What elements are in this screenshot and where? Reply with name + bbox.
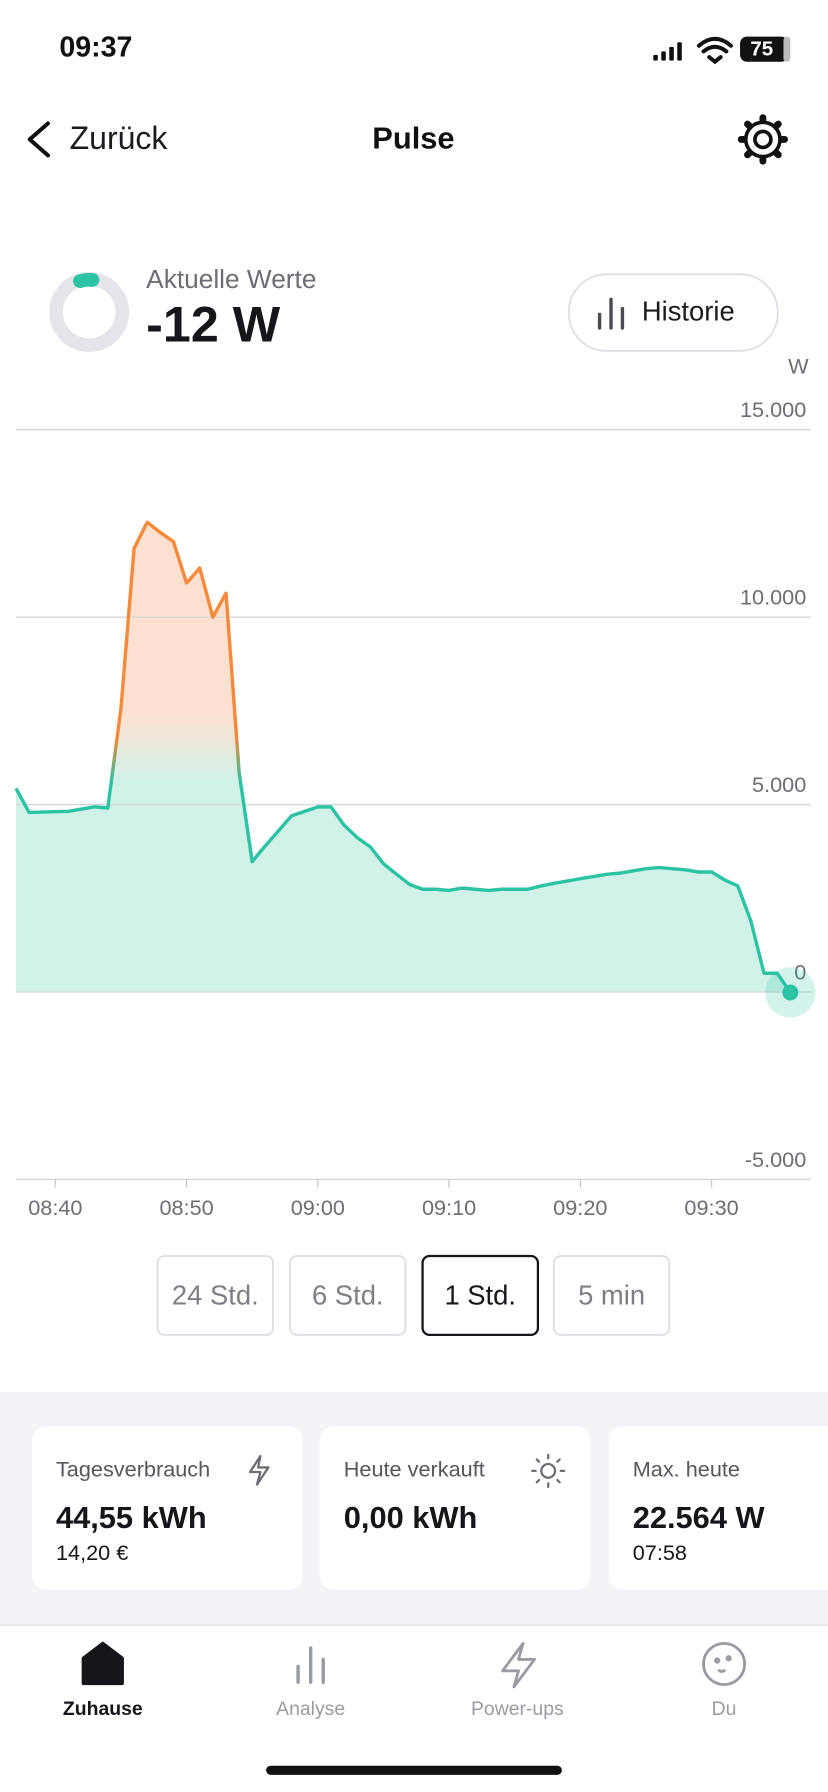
card-title: Tagesverbrauch (56, 1457, 210, 1482)
tab-label[interactable]: Power-ups (471, 1698, 564, 1720)
x-tick-label: 09:20 (553, 1195, 607, 1220)
settings-icon[interactable] (737, 114, 789, 165)
card-sub: 14,20 € (56, 1540, 128, 1565)
range-selector: 24 Std. 6 Std. 1 Std. 5 min (156, 1254, 671, 1336)
stat-card[interactable] (31, 1426, 303, 1590)
gauge-ring (49, 272, 130, 352)
x-tick-label: 09:10 (422, 1195, 476, 1220)
battery-level: 75 (750, 38, 773, 61)
range-label[interactable]: 24 Std. (172, 1279, 259, 1310)
area (15, 522, 791, 993)
home-icon[interactable] (81, 1641, 124, 1686)
back-button[interactable]: Zurück (70, 120, 169, 156)
tab-bar (0, 1625, 828, 1792)
range-button[interactable] (289, 1255, 407, 1336)
tabs: Zuhause Analyse Power-ups Du (63, 1698, 737, 1720)
tab-label[interactable]: Zuhause (63, 1698, 143, 1720)
analyse-icon[interactable] (296, 1646, 325, 1684)
range-label[interactable]: 1 Std. (444, 1279, 516, 1310)
x-tick-label: 09:30 (684, 1195, 738, 1220)
gauge-indicator (73, 272, 100, 288)
card-sub: 07:58 (633, 1540, 687, 1565)
card-value: 0,00 kWh (344, 1500, 478, 1535)
stat-card[interactable] (319, 1426, 591, 1590)
line (14, 520, 792, 994)
current-value: -12 W (146, 296, 281, 352)
sun-icon (531, 1453, 566, 1488)
signal-icon (653, 42, 682, 61)
back-icon[interactable] (27, 121, 50, 158)
history-button[interactable] (567, 273, 779, 352)
stat-card[interactable] (608, 1426, 828, 1590)
range-button[interactable] (421, 1254, 540, 1336)
card-value: 44,55 kWh (56, 1500, 207, 1535)
battery-empty (783, 36, 791, 62)
battery (740, 36, 789, 62)
y-tick-label: 5.000 (752, 772, 806, 797)
cards: Tagesverbrauch 44,55 kWh 14,20 € Heute verk… (31, 1426, 828, 1590)
history-icon (597, 297, 625, 330)
x-tick-label: 08:50 (159, 1195, 213, 1220)
card-title: Max. heute (633, 1457, 740, 1482)
current-label: Aktuelle Werte (146, 264, 316, 294)
range-button[interactable] (553, 1255, 671, 1336)
current-point (782, 984, 799, 1001)
tab-label[interactable]: Analyse (276, 1698, 345, 1720)
x-tick-label: 09:00 (291, 1195, 345, 1220)
y-tick-label: 10.000 (740, 585, 806, 610)
y-tick-label: 0 (794, 959, 806, 984)
range-button[interactable] (156, 1255, 274, 1336)
wifi-icon (696, 36, 733, 65)
y-tick-label: -5.000 (745, 1147, 806, 1172)
du-icon[interactable] (702, 1642, 747, 1686)
page-title: Pulse (372, 121, 454, 156)
chart: W -5.000 0 5.000 10.000 15.000 08:40 08:50 09:0… (14, 354, 816, 1220)
lightning-icon (248, 1454, 270, 1486)
history-label[interactable]: Historie (642, 295, 735, 326)
y-unit: W (788, 354, 809, 379)
home-indicator (266, 1765, 562, 1775)
tab-label[interactable]: Du (712, 1698, 737, 1720)
card-value: 22.564 W (633, 1500, 766, 1535)
powerups-icon[interactable] (501, 1642, 536, 1689)
range-label[interactable]: 5 min (578, 1279, 645, 1310)
card-title: Heute verkauft (344, 1457, 485, 1482)
y-tick-label: 15.000 (740, 397, 806, 422)
status-time: 09:37 (59, 32, 132, 64)
range-label[interactable]: 6 Std. (312, 1279, 384, 1310)
x-tick-label: 08:40 (28, 1195, 82, 1220)
